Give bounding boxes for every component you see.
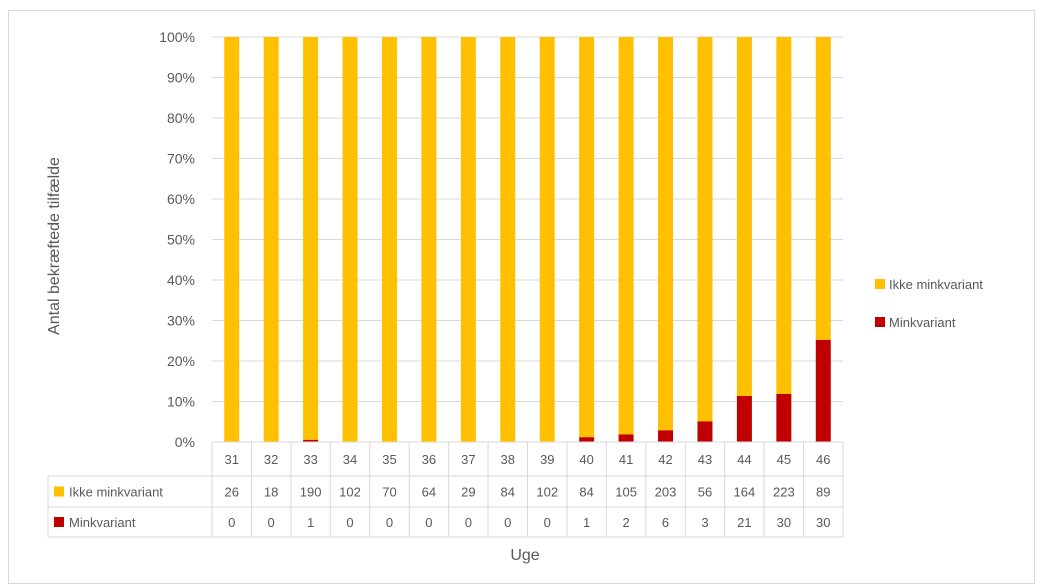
table-cell-value: 0 [425, 515, 432, 530]
bar-segment-ikke-minkvariant [303, 37, 319, 440]
table-cell-value: 6 [662, 515, 669, 530]
y-tick-label: 100% [159, 29, 195, 45]
table-cell-value: 203 [655, 485, 677, 500]
table-cell-value: 164 [734, 485, 756, 500]
bar-segment-ikke-minkvariant [500, 37, 516, 442]
bar-segment-ikke-minkvariant [618, 37, 634, 435]
x-category-label: 33 [303, 452, 317, 467]
y-tick-label: 60% [167, 191, 195, 207]
table-row-label: Minkvariant [69, 515, 136, 530]
bar-segment-minkvariant [815, 339, 831, 442]
bar-segment-minkvariant [579, 437, 595, 442]
bar-segment-ikke-minkvariant [224, 37, 240, 442]
table-cell-value: 3 [701, 515, 708, 530]
x-axis-title: Uge [510, 547, 539, 564]
bar-segment-ikke-minkvariant [421, 37, 437, 442]
bar-segment-minkvariant [658, 430, 674, 442]
bar-segment-ikke-minkvariant [342, 37, 358, 442]
table-cell-value: 0 [544, 515, 551, 530]
bar-segment-ikke-minkvariant [776, 37, 792, 394]
x-category-label: 36 [422, 452, 436, 467]
x-category-label: 43 [698, 452, 712, 467]
table-cell-value: 30 [777, 515, 791, 530]
table-cell-value: 105 [615, 485, 637, 500]
legend-label: Minkvariant [889, 315, 956, 330]
x-category-label: 44 [737, 452, 751, 467]
table-cell-value: 102 [536, 485, 558, 500]
chart-frame: 0% 10% 20% 30% 40% 50% 60% 70% 80% 90% 100% 31 32 33 3… [8, 10, 1035, 584]
y-tick-label: 70% [167, 151, 195, 167]
y-tick-label: 80% [167, 110, 195, 126]
bar-segment-ikke-minkvariant [460, 37, 476, 442]
y-axis-title: Antal bekræftede tilfælde [46, 157, 63, 335]
x-category-label: 34 [343, 452, 357, 467]
legend-swatch [875, 279, 885, 289]
bar-segment-minkvariant [697, 421, 713, 442]
table-cell-value: 29 [461, 485, 475, 500]
bar-segment-ikke-minkvariant [815, 37, 831, 340]
table-cell-value: 18 [264, 485, 278, 500]
table-cell-value: 1 [307, 515, 314, 530]
x-category-label: 31 [224, 452, 238, 467]
bar-segment-minkvariant [618, 434, 634, 442]
table-cell-value: 223 [773, 485, 795, 500]
table-cell-value: 0 [386, 515, 393, 530]
table-cell-value: 56 [698, 485, 712, 500]
x-category-label: 46 [816, 452, 830, 467]
table-cell-value: 89 [816, 485, 830, 500]
bar-segment-ikke-minkvariant [736, 37, 752, 397]
table-cell-value: 0 [465, 515, 472, 530]
table-cell-value: 84 [501, 485, 515, 500]
table-cell-value: 102 [339, 485, 361, 500]
table-cell-value: 70 [382, 485, 396, 500]
bar-segment-minkvariant [776, 393, 792, 442]
table-cell-value: 64 [422, 485, 436, 500]
y-tick-label: 40% [167, 272, 195, 288]
x-category-label: 38 [501, 452, 515, 467]
y-tick-label: 90% [167, 70, 195, 86]
bar-segment-ikke-minkvariant [579, 37, 595, 438]
y-tick-label: 10% [167, 394, 195, 410]
table-cell-value: 2 [622, 515, 629, 530]
x-category-label: 39 [540, 452, 554, 467]
table-cell-value: 0 [228, 515, 235, 530]
table-cell-value: 0 [346, 515, 353, 530]
bar-segment-ikke-minkvariant [697, 37, 713, 422]
table-cell-value: 30 [816, 515, 830, 530]
table-legend-key [54, 486, 64, 497]
legend-label: Ikke minkvariant [889, 277, 983, 292]
table-cell-value: 1 [583, 515, 590, 530]
bar-segment-ikke-minkvariant [539, 37, 555, 442]
y-tick-label: 50% [167, 232, 195, 248]
table-legend-key [54, 517, 64, 527]
x-category-label: 37 [461, 452, 475, 467]
table-row-label: Ikke minkvariant [69, 485, 163, 500]
x-category-label: 42 [658, 452, 672, 467]
table-cell-value: 26 [224, 485, 238, 500]
x-category-label: 40 [579, 452, 593, 467]
table-cell-value: 0 [504, 515, 511, 530]
stacked-bar-chart: 0%10%20%30%40%50%60%70%80%90%100%31 32 33 3… [46, 29, 983, 564]
y-tick-label: 20% [167, 353, 195, 369]
table-cell-value: 84 [579, 485, 593, 500]
y-tick-label: 30% [167, 313, 195, 329]
bar-segment-minkvariant [303, 439, 319, 442]
y-tick-label: 0% [175, 434, 195, 450]
legend-swatch [875, 317, 885, 327]
x-category-label: 32 [264, 452, 278, 467]
bar-segment-ikke-minkvariant [263, 37, 279, 442]
bar-segment-ikke-minkvariant [381, 37, 397, 442]
table-cell-value: 0 [268, 515, 275, 530]
table-cell-value: 190 [300, 485, 322, 500]
x-category-label: 45 [777, 452, 791, 467]
x-category-label: 41 [619, 452, 633, 467]
table-cell-value: 21 [737, 515, 751, 530]
x-category-label: 35 [382, 452, 396, 467]
bar-segment-ikke-minkvariant [658, 37, 674, 431]
bar-segment-minkvariant [736, 396, 752, 442]
